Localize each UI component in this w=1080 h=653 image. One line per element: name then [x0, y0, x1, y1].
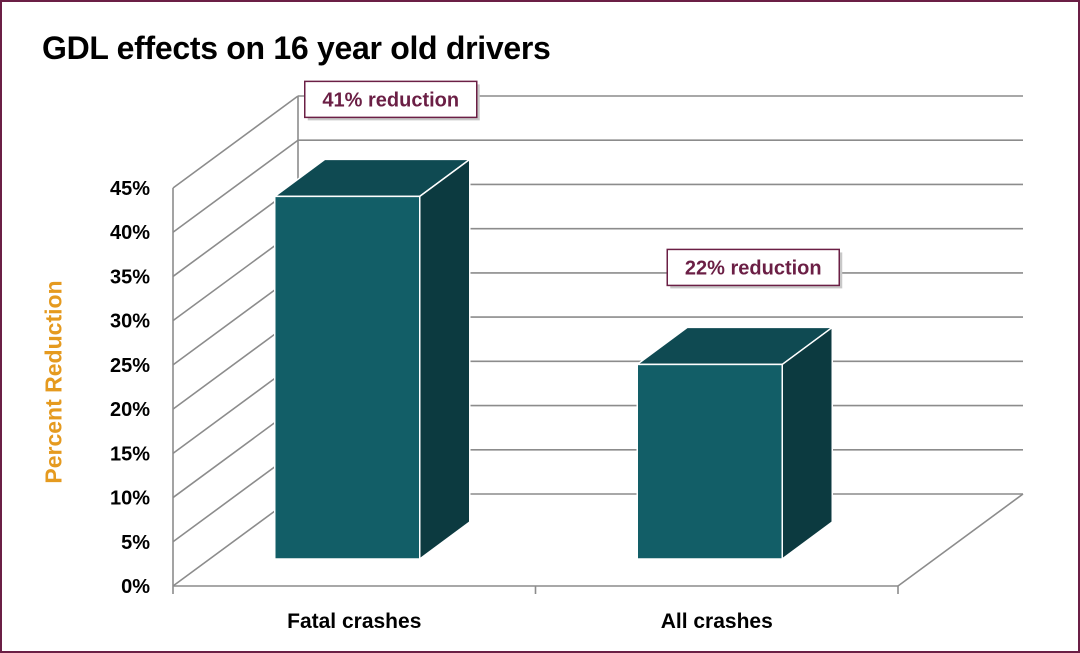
annotation-label: 41% reduction: [322, 89, 459, 111]
bar-front: [274, 195, 421, 560]
gridline-diagonal: [172, 95, 299, 189]
x-axis: Fatal crashes All crashes: [172, 586, 899, 633]
annotation-label: 22% reduction: [685, 257, 822, 279]
y-tick-label: 40%: [110, 222, 150, 244]
y-tick-label: 30%: [110, 311, 150, 333]
x-tick-label: Fatal crashes: [287, 610, 421, 633]
data-annotations: 41% reduction 22% reduction: [304, 80, 843, 289]
annotation-box: [666, 248, 840, 287]
bar-front: [636, 363, 783, 560]
bar-side: [419, 158, 471, 560]
y-tick-label: 10%: [110, 488, 150, 510]
x-tick-label: All crashes: [661, 610, 773, 633]
y-tick-label: 25%: [110, 355, 150, 377]
bar: [636, 326, 833, 560]
y-tick-label: 20%: [110, 399, 150, 421]
bar-side: [781, 326, 833, 560]
annotation: 22% reduction: [666, 248, 843, 289]
annotation-box: [304, 80, 478, 119]
y-axis-ticks: 0% 5% 10% 15% 20% 25% 30% 35% 40% 45%: [110, 178, 150, 598]
y-tick-label: 5%: [121, 532, 150, 554]
bar: [274, 158, 471, 560]
y-tick-label: 15%: [110, 443, 150, 465]
gridline-diagonal: [172, 139, 299, 233]
bars: [274, 158, 833, 560]
y-tick-label: 45%: [110, 178, 150, 200]
floor-right-edge: [897, 493, 1024, 587]
y-tick-label: 35%: [110, 266, 150, 288]
y-tick-label: 0%: [121, 576, 150, 598]
chart-title: GDL effects on 16 year old drivers: [42, 30, 551, 66]
annotation: 41% reduction: [304, 80, 480, 121]
